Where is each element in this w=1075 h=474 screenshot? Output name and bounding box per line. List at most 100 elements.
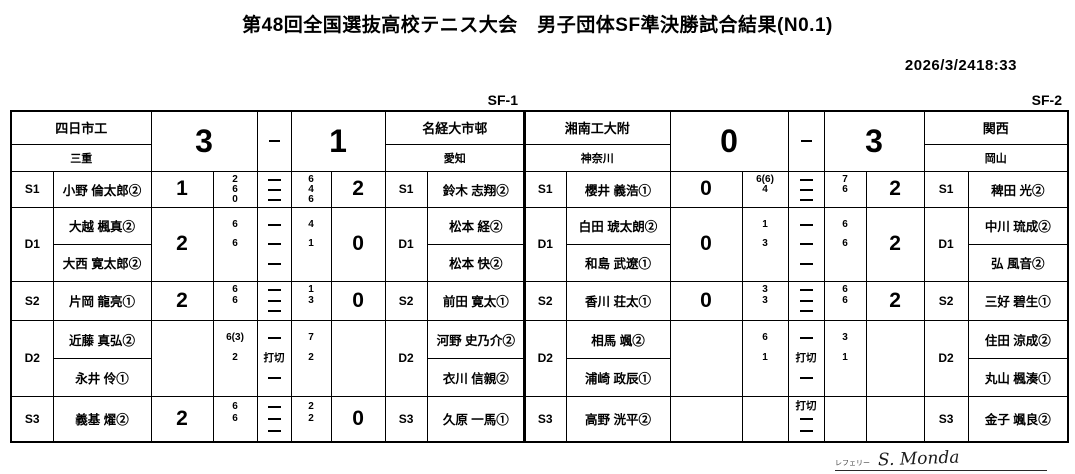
home-match-score: 2 — [150, 206, 214, 282]
header-score-dash — [256, 110, 292, 172]
set-dash — [799, 223, 813, 226]
position-label: S1 — [923, 170, 969, 208]
set-score: 6 — [762, 332, 768, 343]
home-player-cell: 相馬 颯② 浦崎 政辰① — [565, 319, 671, 397]
header-score-dash — [787, 110, 825, 172]
set-score: 2 — [308, 412, 314, 424]
home-team-total-score: 0 — [669, 110, 789, 172]
set-dash — [799, 429, 813, 432]
away-match-score: 2 — [865, 280, 925, 321]
set-dash — [799, 336, 813, 339]
position-label: D1 — [384, 206, 428, 282]
home-prefecture: 三重 — [10, 143, 152, 172]
player-name: 櫻井 義浩① — [585, 183, 651, 198]
team-match-table: 四日市工 3 1 名経大市邨 三重 愛知 S1 小野 倫太郎② 1 2 6 0 6 4 6 2 S1 鈴木 志翔②… — [10, 110, 527, 443]
set-score: 3 — [842, 332, 848, 343]
home-player-cell: 大越 楓真② 大西 寛太郎② — [52, 206, 152, 282]
match-block-sf-1: SF-1 四日市工 3 1 名経大市邨 三重 愛知 S1 小野 倫太郎② 1 2 6 0 6 4 6 2 S1 鈴木… — [10, 90, 527, 443]
home-player-cell: 香川 荘太① — [565, 280, 671, 321]
set-score: 6 — [232, 183, 238, 195]
player-name: 相馬 颯② — [591, 333, 645, 348]
home-match-score: 1 — [150, 170, 214, 208]
home-player-cell: 白田 琥太朗② 和島 武遼① — [565, 206, 671, 282]
player-name: 大越 楓真② — [69, 220, 135, 234]
home-player-cell: 近藤 真弘② 永井 伶① — [52, 319, 152, 397]
match-row-d1: D1 白田 琥太朗② 和島 武遼① 0 1 3 6 6 2 D1 中川 琉成② 弘 風音② — [523, 206, 1069, 282]
set-dash — [799, 310, 813, 312]
match-row-d2: D2 近藤 真弘② 永井 伶① 6(3) 2 打切 7 2 D2 河野 史乃介② 衣川 信親② — [10, 319, 526, 397]
away-prefecture: 岡山 — [923, 143, 1069, 172]
away-match-score — [330, 319, 386, 397]
team-match-table: 湘南工大附 0 3 関西 神奈川 岡山 S1 櫻井 義浩① 0 6(6) 4 7 6 2 S1 稗田 光② D1… — [523, 110, 1070, 443]
set-score: 4 — [308, 218, 314, 230]
set-dash — [267, 223, 281, 226]
position-label: S3 — [923, 395, 969, 442]
set-score: 1 — [762, 218, 768, 230]
position-label: D1 — [523, 206, 567, 282]
set-dash — [267, 429, 281, 432]
match-row-s2: S2 片岡 龍亮① 2 6 6 1 3 0 S2 前田 寛太① — [10, 280, 526, 321]
position-label: S1 — [384, 170, 428, 208]
set-dash — [799, 299, 813, 302]
referee-label: レフェリー — [835, 460, 870, 467]
home-match-score — [669, 319, 743, 397]
position-label: S1 — [523, 170, 567, 208]
set-dash-column: 打切 — [787, 319, 825, 397]
away-player-cell: 久原 一馬① — [426, 395, 526, 442]
discontinued-label: 打切 — [263, 351, 285, 364]
set-score: 4 — [308, 183, 314, 195]
away-team-total-score: 3 — [823, 110, 925, 172]
set-score: 6 — [842, 284, 848, 295]
set-score: 2 — [232, 352, 238, 363]
set-scores-column: 6(3) 2 — [212, 319, 258, 397]
player-name: 近藤 真弘② — [69, 333, 135, 348]
position-label: S2 — [523, 280, 567, 321]
set-scores-column — [823, 395, 867, 442]
away-player-cell: 前田 寛太① — [426, 280, 526, 321]
set-score: 0 — [232, 193, 238, 205]
match-row-d1: D1 大越 楓真② 大西 寛太郎② 2 6 6 4 1 0 D1 松本 経② 松本 快② — [10, 206, 526, 282]
position-label: D2 — [10, 319, 54, 397]
home-school-name: 湘南工大附 — [523, 110, 671, 145]
match-row-s1: S1 小野 倫太郎② 1 2 6 0 6 4 6 2 S1 鈴木 志翔② — [10, 170, 526, 208]
away-match-score: 2 — [865, 170, 925, 208]
set-score: 6 — [232, 294, 238, 306]
set-dash — [799, 377, 813, 380]
set-dash — [267, 299, 281, 302]
home-match-score: 0 — [669, 206, 743, 282]
away-player-cell: 鈴木 志翔② — [426, 170, 526, 208]
home-match-score — [669, 395, 743, 442]
set-dash — [267, 243, 281, 245]
away-player-cell: 河野 史乃介② 衣川 信親② — [426, 319, 526, 397]
player-name: 香川 荘太① — [585, 295, 651, 309]
set-scores-column — [741, 395, 789, 442]
home-player-cell: 片岡 龍亮① — [52, 280, 152, 321]
set-score: 1 — [308, 238, 314, 249]
set-score: 6 — [308, 173, 314, 185]
home-team-total-score: 3 — [150, 110, 258, 172]
home-player-cell: 義基 燿② — [52, 395, 152, 442]
set-dash — [267, 405, 281, 408]
away-match-score — [865, 395, 925, 442]
set-dash — [267, 198, 281, 201]
dash-icon — [800, 140, 812, 143]
home-match-score — [150, 319, 214, 397]
away-match-score: 2 — [865, 206, 925, 282]
home-player-cell: 高野 洸平② — [565, 395, 671, 442]
player-name: 片岡 龍亮① — [69, 295, 135, 309]
home-match-score: 2 — [150, 280, 214, 321]
player-name: 大西 寛太郎② — [54, 243, 151, 281]
away-player-cell: 稗田 光② — [967, 170, 1069, 208]
set-score: 1 — [842, 352, 848, 363]
set-dash-column — [256, 395, 292, 442]
referee-signature: S. Monda — [877, 447, 960, 471]
away-match-score: 0 — [330, 206, 386, 282]
home-match-score: 2 — [150, 395, 214, 442]
away-prefecture: 愛知 — [384, 143, 526, 172]
